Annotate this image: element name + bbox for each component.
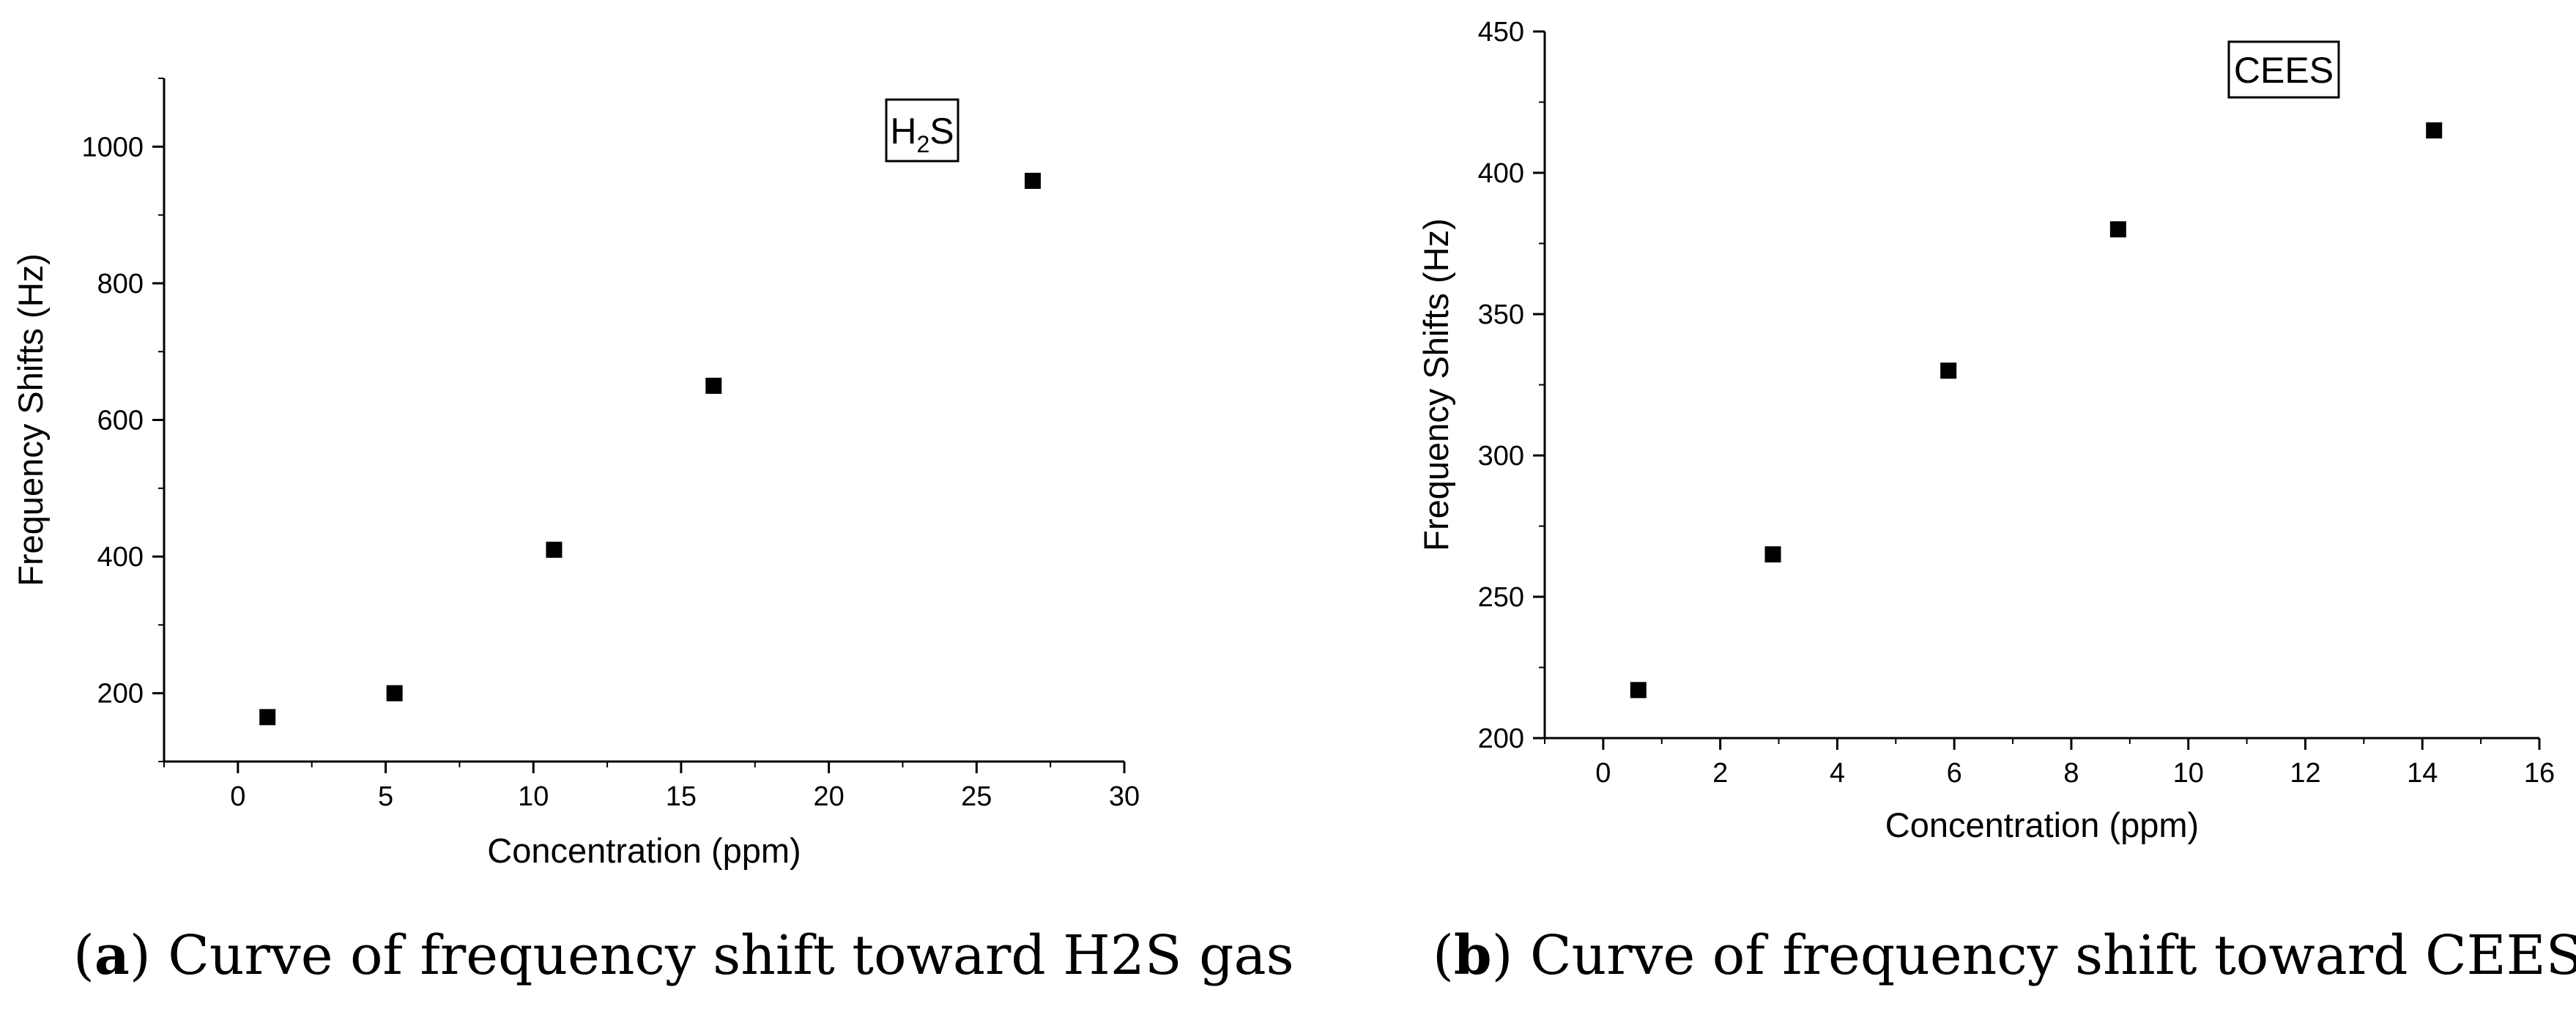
- x-tick-label: 0: [1595, 758, 1611, 789]
- data-point: [2426, 122, 2443, 139]
- x-axis-title: Concentration (ppm): [1885, 805, 2199, 844]
- x-tick-label: 5: [378, 781, 393, 812]
- x-tick-label: 30: [1109, 781, 1140, 812]
- data-point: [1764, 546, 1781, 563]
- legend-label: H2S: [890, 111, 954, 157]
- y-tick-label: 400: [1478, 158, 1524, 189]
- y-tick-label: 250: [1478, 582, 1524, 613]
- data-point: [1630, 682, 1647, 699]
- caption-a: (a) Curve of frequency shift toward H2S …: [73, 924, 1294, 987]
- x-tick-label: 15: [666, 781, 697, 812]
- data-point: [386, 685, 403, 701]
- data-point: [2109, 221, 2126, 238]
- y-axis-title: Frequency Shifts (Hz): [11, 253, 50, 586]
- legend-box: H2S: [885, 98, 959, 163]
- y-tick-label: 1000: [81, 132, 144, 163]
- x-tick-label: 12: [2290, 758, 2320, 789]
- data-point: [705, 377, 722, 394]
- y-tick-label: 200: [97, 679, 144, 710]
- x-tick-label: 10: [518, 781, 549, 812]
- data-point: [1940, 362, 1957, 379]
- y-tick-label: 800: [97, 269, 144, 299]
- x-tick-label: 16: [2524, 758, 2555, 789]
- x-tick-label: 14: [2407, 758, 2438, 789]
- legend-label: CEES: [2234, 50, 2334, 91]
- x-tick-label: 0: [230, 781, 245, 812]
- data-point: [1024, 172, 1041, 189]
- legend-box: CEES: [2227, 40, 2340, 99]
- data-point: [546, 541, 563, 558]
- y-tick-label: 400: [97, 542, 144, 573]
- y-tick-label: 300: [1478, 441, 1524, 472]
- x-tick-label: 10: [2173, 758, 2204, 789]
- legend-frame: [2227, 40, 2340, 99]
- x-tick-label: 6: [1947, 758, 1962, 789]
- x-axis-title: Concentration (ppm): [487, 831, 801, 870]
- x-tick-label: 8: [2063, 758, 2079, 789]
- x-tick-label: 20: [813, 781, 844, 812]
- caption-b: (b) Curve of frequency shift toward CEES…: [1433, 924, 2576, 987]
- chart-cees: 0 2 4 6 8 10 12 14 16 200 250 300 350 400 450 Concentra…: [1417, 17, 2555, 844]
- x-tick-label: 25: [961, 781, 992, 812]
- y-axis-title: Frequency Shifts (Hz): [1417, 218, 1455, 551]
- y-tick-label: 350: [1478, 299, 1524, 330]
- y-tick-label: 600: [97, 406, 144, 436]
- x-tick-label: 4: [1830, 758, 1845, 789]
- chart-h2s: 0 5 10 15 20 25 30 200 400 600 800 1000 Concentratio…: [11, 78, 1140, 870]
- y-tick-label: 200: [1478, 723, 1524, 754]
- data-point: [259, 709, 276, 726]
- x-tick-label: 2: [1712, 758, 1728, 789]
- y-tick-label: 450: [1478, 17, 1524, 48]
- legend-frame: [885, 98, 959, 163]
